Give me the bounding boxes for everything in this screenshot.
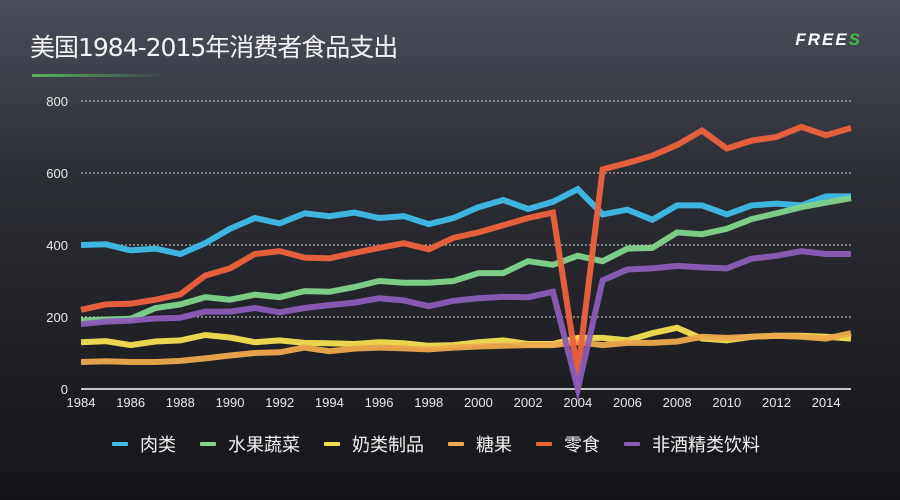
x-tick-label: 1990 <box>216 395 245 410</box>
legend-item: 奶类制品 <box>324 431 424 457</box>
legend-label: 非酒精类饮料 <box>652 435 760 456</box>
legend-swatch <box>536 442 552 446</box>
legend-label: 奶类制品 <box>352 435 424 456</box>
x-tick-label: 1988 <box>166 395 195 410</box>
legend-label: 肉类 <box>140 435 176 456</box>
legend-swatch <box>324 442 340 446</box>
x-tick-label: 1996 <box>365 395 394 410</box>
series-line-0 <box>80 185 851 258</box>
legend-item: 糖果 <box>448 431 512 457</box>
page-title: 美国1984-2015年消费者食品支出 <box>30 33 398 62</box>
legend-label: 糖果 <box>476 435 512 456</box>
legend-item: 非酒精类饮料 <box>624 431 760 457</box>
legend-label: 水果蔬菜 <box>228 435 300 456</box>
legend-swatch <box>200 442 216 446</box>
x-tick-label: 1994 <box>315 395 344 410</box>
x-tick-label: 2010 <box>712 395 741 410</box>
x-tick-label: 2000 <box>464 395 493 410</box>
y-tick-label: 200 <box>46 310 68 325</box>
x-tick-label: 2008 <box>663 395 692 410</box>
x-tick-label: 2006 <box>613 395 642 410</box>
legend-swatch <box>624 442 640 446</box>
frees-logo: FREES <box>795 30 862 49</box>
legend-item: 水果蔬菜 <box>200 431 300 457</box>
series-line-3 <box>80 330 852 365</box>
legend-item: 零食 <box>536 431 600 457</box>
y-tick-label: 400 <box>46 238 68 253</box>
x-tick-label: 2012 <box>762 395 791 410</box>
y-tick-label: 800 <box>46 94 68 109</box>
x-tick-label: 1992 <box>265 395 294 410</box>
title-underline <box>32 74 167 77</box>
legend-label: 零食 <box>564 435 600 456</box>
legend: 肉类 水果蔬菜 奶类制品 糖果 零食 非酒精类饮料 <box>112 431 784 457</box>
x-tick-label: 1984 <box>67 395 96 410</box>
y-tick-label: 0 <box>61 382 68 397</box>
series-line-5 <box>80 248 851 402</box>
x-tick-label: 2002 <box>514 395 543 410</box>
legend-item: 肉类 <box>112 431 176 457</box>
y-tick-label: 600 <box>46 166 68 181</box>
x-tick-label: 1998 <box>414 395 443 410</box>
series-line-4 <box>80 123 852 395</box>
series-line-1 <box>80 195 852 324</box>
legend-swatch <box>448 442 464 446</box>
x-tick-label: 2014 <box>812 395 841 410</box>
legend-swatch <box>112 442 128 446</box>
x-tick-label: 1986 <box>116 395 145 410</box>
x-tick-label: 2004 <box>563 395 592 410</box>
